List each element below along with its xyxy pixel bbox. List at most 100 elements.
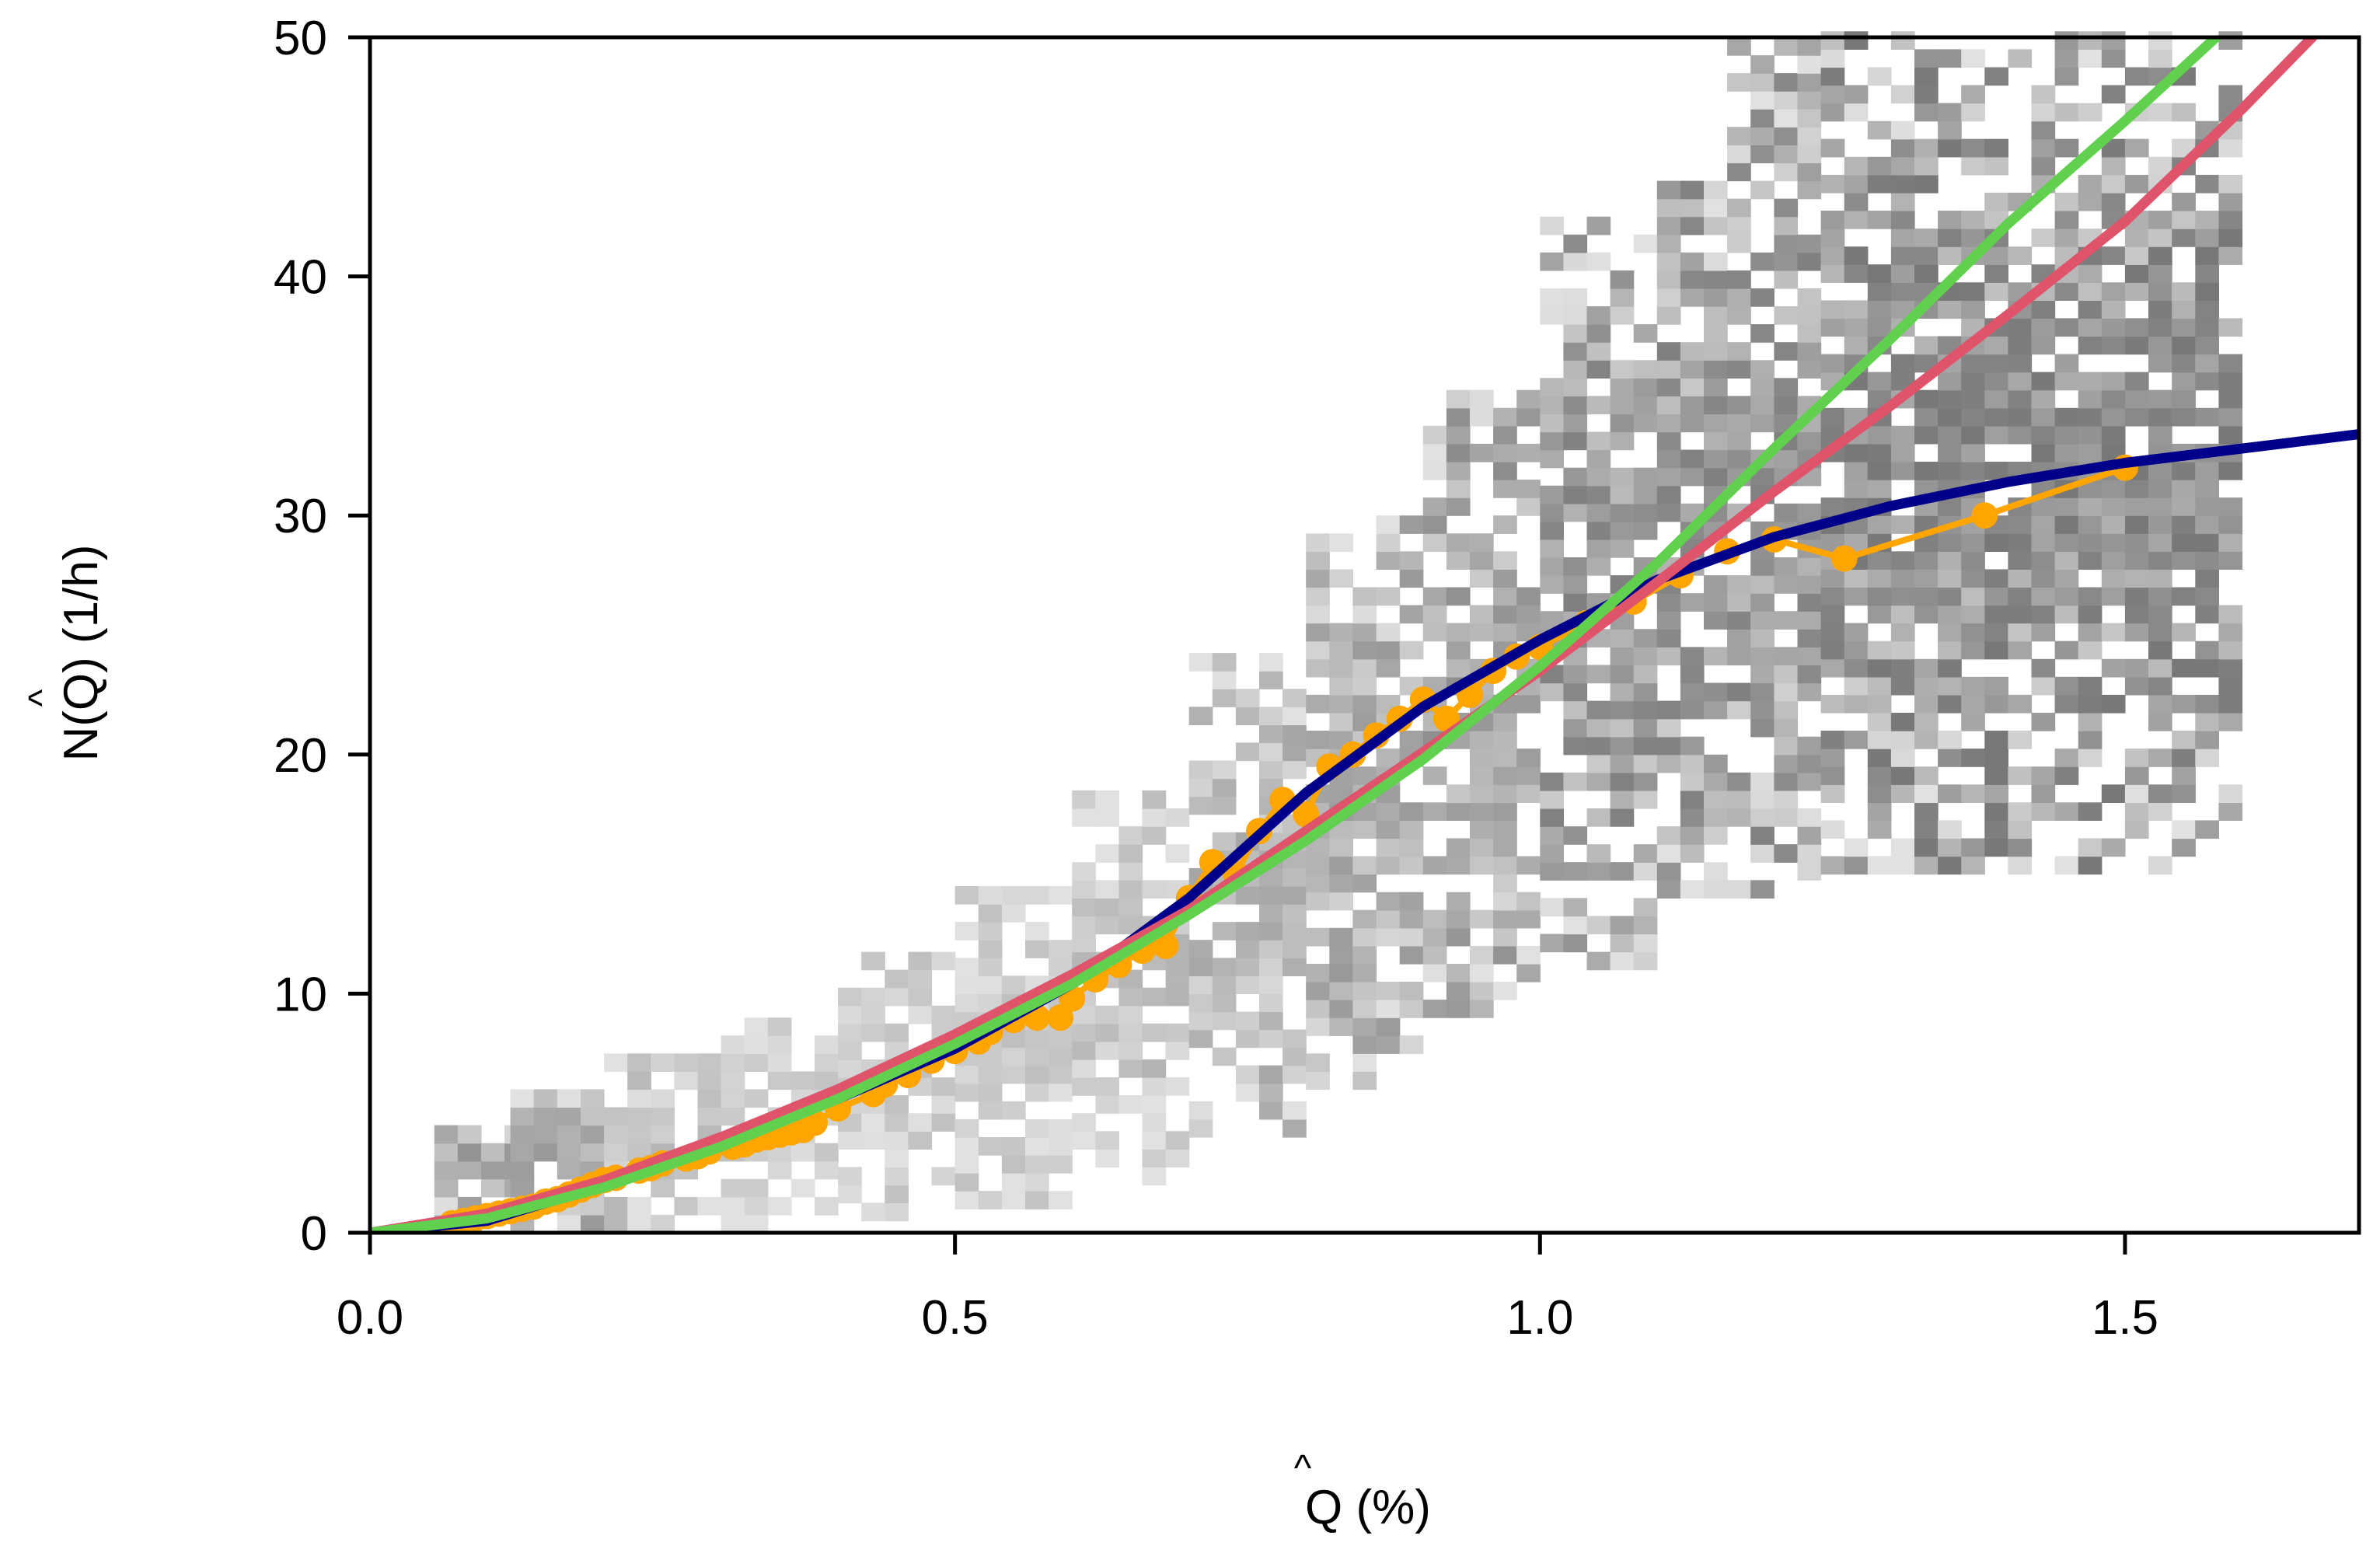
density-cell — [1095, 1005, 1119, 1024]
density-cell — [2031, 766, 2056, 785]
density-cell — [1750, 647, 1775, 666]
density-cell — [1329, 838, 1353, 857]
density-cell — [1586, 324, 1611, 343]
density-cell — [2148, 462, 2172, 480]
density-cell — [1890, 156, 1915, 176]
density-cell — [2078, 497, 2103, 516]
density-cell — [1212, 760, 1237, 780]
density-cell — [1844, 838, 1869, 857]
density-cell — [697, 1107, 722, 1126]
density-cell — [1446, 964, 1471, 982]
density-cell — [2172, 515, 2196, 534]
density-cell — [1890, 174, 1915, 194]
density-cell — [1493, 462, 1517, 480]
density-cell — [744, 1196, 769, 1216]
density-cell — [1820, 640, 1845, 660]
density-cell — [1540, 808, 1564, 827]
density-cell — [2101, 300, 2126, 319]
density-cell — [1586, 360, 1611, 379]
density-cell — [2218, 551, 2243, 570]
density-cell — [2218, 425, 2243, 445]
density-cell — [1586, 503, 1611, 522]
density-cell — [1797, 431, 1822, 451]
density-cell — [1890, 192, 1915, 211]
density-cell — [2031, 569, 2056, 588]
density-cell — [2078, 587, 2103, 606]
density-cell — [1914, 49, 1939, 68]
density-cell — [1961, 425, 1985, 445]
density-cell — [1493, 443, 1517, 462]
density-cell — [1025, 1191, 1049, 1209]
density-cell — [1610, 396, 1635, 415]
density-cell — [2195, 300, 2219, 319]
density-cell — [1961, 49, 1985, 68]
density-cell — [1797, 234, 1822, 253]
density-cell — [1586, 216, 1611, 236]
density-cell — [1516, 480, 1541, 498]
density-cell — [1774, 270, 1799, 289]
density-cell — [1282, 724, 1307, 744]
density-cell — [2054, 802, 2079, 821]
density-cell — [1142, 1131, 1167, 1150]
density-cell — [1563, 898, 1588, 917]
density-cell — [2054, 138, 2079, 158]
density-cell — [2148, 103, 2172, 122]
density-cell — [1797, 665, 1822, 684]
density-cell — [1914, 229, 1939, 247]
density-cell — [2008, 802, 2033, 821]
density-cell — [2101, 407, 2126, 427]
density-cell — [1259, 1029, 1283, 1049]
density-cell — [1188, 796, 1213, 815]
density-cell — [1072, 790, 1096, 809]
density-cell — [1352, 945, 1377, 965]
density-cell — [1867, 515, 1892, 534]
density-cell — [2054, 605, 2079, 624]
density-cell — [2101, 389, 2126, 409]
density-cell — [1867, 211, 1892, 229]
density-cell — [1867, 318, 1892, 337]
density-cell — [1984, 784, 2008, 803]
density-cell — [931, 1113, 956, 1132]
density-cell — [2078, 533, 2103, 552]
density-cell — [790, 1178, 815, 1198]
density-cell — [1938, 551, 1962, 570]
density-cell — [1610, 270, 1635, 289]
density-cell — [1118, 880, 1143, 899]
density-cell — [1820, 354, 1845, 373]
density-cell — [1563, 234, 1588, 253]
density-cell — [1844, 856, 1869, 875]
density-cell — [1306, 694, 1330, 714]
density-cell — [510, 1178, 535, 1198]
density-cell — [1914, 658, 1939, 678]
density-cell — [2124, 676, 2149, 696]
density-cell — [1516, 443, 1541, 462]
density-cell — [1610, 916, 1635, 935]
density-cell — [1422, 1000, 1447, 1018]
density-cell — [1656, 593, 1681, 612]
density-cell — [557, 1089, 581, 1108]
density-cell — [2008, 407, 2033, 427]
density-cell — [1282, 958, 1307, 976]
density-cell — [721, 1196, 745, 1216]
density-cell — [1820, 138, 1845, 158]
density-cell — [838, 1167, 862, 1186]
density-cell — [1656, 234, 1681, 253]
density-cell — [1704, 216, 1728, 236]
density-cell — [604, 1214, 628, 1234]
density-cell — [1282, 689, 1307, 707]
density-cell — [651, 1089, 675, 1108]
density-cell — [1399, 927, 1424, 947]
density-cell — [1306, 731, 1330, 749]
density-cell — [1867, 174, 1892, 194]
density-cell — [2172, 838, 2196, 857]
density-cell — [1563, 342, 1588, 361]
density-cell — [1259, 975, 1283, 994]
density-cell — [2218, 713, 2243, 731]
density-cell — [1727, 808, 1751, 827]
density-cell — [1306, 587, 1330, 606]
density-cell — [2031, 533, 2056, 552]
density-cell — [1727, 772, 1751, 791]
density-cell — [954, 922, 979, 941]
density-cell — [1446, 443, 1471, 462]
density-cell — [2195, 407, 2219, 427]
